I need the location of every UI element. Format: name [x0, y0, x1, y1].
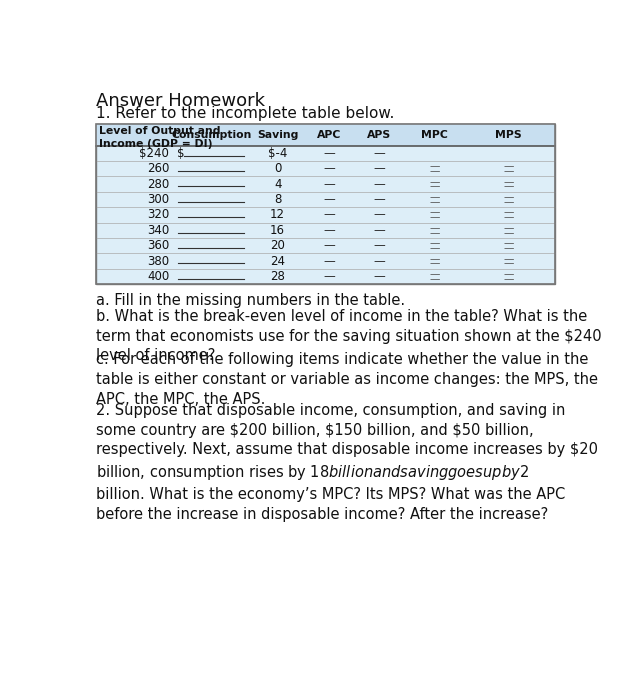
Text: a. Fill in the missing numbers in the table.: a. Fill in the missing numbers in the ta…: [96, 293, 405, 309]
Text: 28: 28: [270, 270, 285, 283]
Text: —: —: [429, 228, 439, 237]
Text: c. For each of the following items indicate whether the value in the
table is ei: c. For each of the following items indic…: [96, 352, 598, 407]
Text: —: —: [429, 212, 439, 222]
Text: —: —: [323, 209, 335, 221]
Text: 280: 280: [147, 178, 169, 190]
Text: —: —: [323, 255, 335, 267]
Text: b. What is the break-even level of income in the table? What is the
term that ec: b. What is the break-even level of incom…: [96, 309, 602, 363]
Text: —: —: [429, 166, 439, 176]
Text: —: —: [373, 178, 385, 190]
Bar: [96, 124, 555, 146]
Text: —: —: [429, 239, 439, 248]
Text: —: —: [373, 147, 385, 160]
Text: —: —: [373, 209, 385, 221]
Text: —: —: [323, 224, 335, 237]
Text: —: —: [429, 254, 439, 264]
Text: —: —: [323, 178, 335, 190]
Text: —: —: [429, 258, 439, 268]
Text: 2. Suppose that disposable income, consumption, and saving in
some country are $: 2. Suppose that disposable income, consu…: [96, 402, 598, 522]
Text: 340: 340: [147, 224, 169, 237]
Text: $-4: $-4: [268, 147, 287, 160]
Text: —: —: [429, 181, 439, 191]
Text: MPC: MPC: [421, 130, 448, 140]
Text: —: —: [503, 223, 514, 233]
Text: 16: 16: [270, 224, 285, 237]
Text: 0: 0: [274, 162, 281, 175]
Text: 380: 380: [147, 255, 169, 267]
Text: —: —: [323, 162, 335, 175]
Text: —: —: [373, 255, 385, 267]
Text: —: —: [323, 270, 335, 283]
Text: —: —: [373, 224, 385, 237]
Text: Level of Output and
Income (GDP = DI): Level of Output and Income (GDP = DI): [100, 126, 221, 149]
Text: Saving: Saving: [257, 130, 299, 140]
Text: —: —: [429, 208, 439, 218]
Text: 360: 360: [147, 239, 169, 252]
Text: 20: 20: [270, 239, 285, 252]
Text: 4: 4: [274, 178, 281, 190]
Text: 300: 300: [147, 193, 169, 206]
Text: —: —: [503, 208, 514, 218]
Text: 260: 260: [147, 162, 169, 175]
Text: —: —: [429, 177, 439, 187]
Text: —: —: [503, 274, 514, 284]
Text: —: —: [429, 193, 439, 202]
Text: $: $: [177, 147, 184, 160]
Text: —: —: [429, 197, 439, 206]
Text: —: —: [373, 239, 385, 252]
Text: —: —: [503, 239, 514, 248]
Text: —: —: [323, 193, 335, 206]
Text: APS: APS: [367, 130, 391, 140]
Text: —: —: [503, 197, 514, 206]
Text: 320: 320: [147, 209, 169, 221]
Text: MPS: MPS: [495, 130, 522, 140]
Text: —: —: [503, 228, 514, 237]
Text: 400: 400: [147, 270, 169, 283]
Text: —: —: [503, 193, 514, 202]
Text: —: —: [373, 193, 385, 206]
Text: —: —: [429, 243, 439, 253]
Text: —: —: [429, 274, 439, 284]
Text: —: —: [503, 212, 514, 222]
Text: —: —: [503, 177, 514, 187]
Text: —: —: [429, 223, 439, 233]
Text: —: —: [323, 147, 335, 160]
Text: —: —: [429, 162, 439, 172]
Text: APC: APC: [316, 130, 341, 140]
Bar: [96, 124, 555, 284]
Text: Answer Homework: Answer Homework: [96, 92, 265, 110]
Text: $240: $240: [139, 147, 169, 160]
Bar: [96, 124, 555, 284]
Text: 12: 12: [270, 209, 285, 221]
Text: 24: 24: [270, 255, 285, 267]
Text: —: —: [503, 254, 514, 264]
Text: —: —: [503, 181, 514, 191]
Text: Consumption: Consumption: [172, 130, 252, 140]
Text: 8: 8: [274, 193, 281, 206]
Text: —: —: [503, 258, 514, 268]
Text: —: —: [323, 239, 335, 252]
Text: —: —: [373, 162, 385, 175]
Text: —: —: [503, 162, 514, 172]
Text: 1. Refer to the incomplete table below.: 1. Refer to the incomplete table below.: [96, 106, 395, 120]
Text: —: —: [429, 270, 439, 279]
Text: —: —: [503, 243, 514, 253]
Text: —: —: [503, 166, 514, 176]
Text: —: —: [373, 270, 385, 283]
Text: —: —: [503, 270, 514, 279]
